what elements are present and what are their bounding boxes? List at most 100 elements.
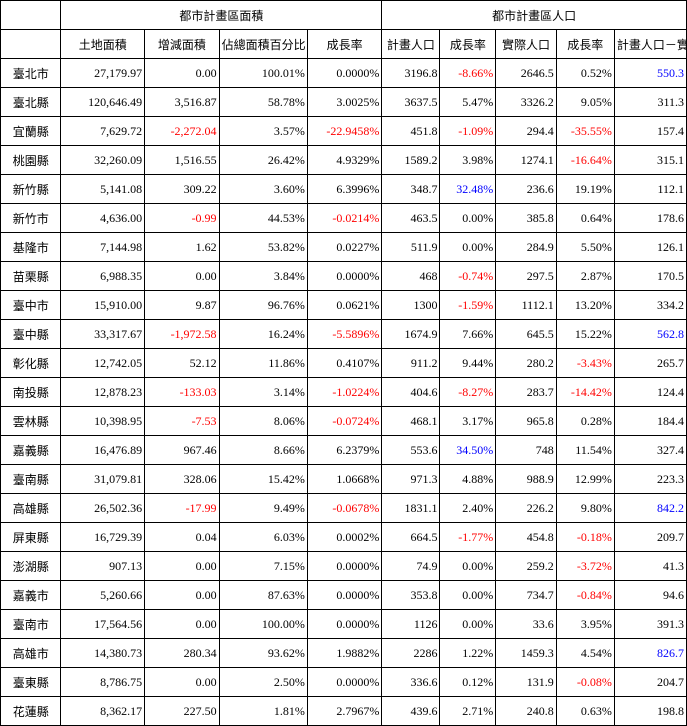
- table-cell: 1,516.55: [145, 146, 219, 175]
- table-cell: 6.03%: [219, 523, 307, 552]
- table-cell: 1126: [382, 610, 440, 639]
- table-cell: 734.7: [496, 581, 556, 610]
- table-cell: 645.5: [496, 320, 556, 349]
- table-cell: 臺北縣: [1, 88, 61, 117]
- table-cell: 嘉義市: [1, 581, 61, 610]
- table-cell: 178.6: [614, 204, 686, 233]
- table-cell: 7,629.72: [61, 117, 145, 146]
- table-cell: 3.84%: [219, 262, 307, 291]
- header-group-area: 都市計畫區面積: [61, 1, 382, 30]
- table-cell: 826.7: [614, 639, 686, 668]
- table-cell: 0.00%: [440, 581, 496, 610]
- table-row: 臺中縣33,317.67-1,972.5816.24%-5.5896%1674.…: [1, 320, 687, 349]
- table-cell: 0.4107%: [307, 349, 381, 378]
- table-cell: 2.71%: [440, 697, 496, 726]
- table-cell: 112.1: [614, 175, 686, 204]
- table-cell: 南投縣: [1, 378, 61, 407]
- table-cell: -22.9458%: [307, 117, 381, 146]
- table-cell: 353.8: [382, 581, 440, 610]
- table-cell: 0.64%: [556, 204, 614, 233]
- table-cell: 0.00%: [440, 233, 496, 262]
- table-cell: 彰化縣: [1, 349, 61, 378]
- table-cell: -0.0724%: [307, 407, 381, 436]
- table-cell: 309.22: [145, 175, 219, 204]
- table-cell: 3.17%: [440, 407, 496, 436]
- table-cell: -14.42%: [556, 378, 614, 407]
- table-cell: 468: [382, 262, 440, 291]
- table-cell: 223.3: [614, 465, 686, 494]
- table-cell: 12,878.23: [61, 378, 145, 407]
- table-cell: 6.2379%: [307, 436, 381, 465]
- table-cell: 1274.1: [496, 146, 556, 175]
- table-cell: 0.00: [145, 581, 219, 610]
- header-actual-pop: 實際人口: [496, 30, 556, 59]
- table-cell: 124.4: [614, 378, 686, 407]
- table-cell: 臺中市: [1, 291, 61, 320]
- table-row: 臺南縣31,079.81328.0615.42%1.0668%971.34.88…: [1, 465, 687, 494]
- table-row: 高雄縣26,502.36-17.999.49%-0.0678%1831.12.4…: [1, 494, 687, 523]
- table-cell: 32.48%: [440, 175, 496, 204]
- table-cell: 311.3: [614, 88, 686, 117]
- table-cell: 嘉義縣: [1, 436, 61, 465]
- table-row: 澎湖縣907.130.007.15%0.0000%74.90.00%259.2-…: [1, 552, 687, 581]
- table-cell: 0.00: [145, 59, 219, 88]
- table-row: 屏東縣16,729.390.046.03%0.0002%664.5-1.77%4…: [1, 523, 687, 552]
- table-cell: 10,398.95: [61, 407, 145, 436]
- table-cell: 9.44%: [440, 349, 496, 378]
- table-cell: 14,380.73: [61, 639, 145, 668]
- table-cell: 2.87%: [556, 262, 614, 291]
- table-row: 嘉義縣16,476.89967.468.66%6.2379%553.634.50…: [1, 436, 687, 465]
- header-blank: [1, 1, 61, 30]
- table-cell: 1.62: [145, 233, 219, 262]
- table-cell: 9.05%: [556, 88, 614, 117]
- table-cell: 265.7: [614, 349, 686, 378]
- table-cell: -8.66%: [440, 59, 496, 88]
- table-cell: -0.18%: [556, 523, 614, 552]
- table-cell: 58.78%: [219, 88, 307, 117]
- table-cell: 294.4: [496, 117, 556, 146]
- table-cell: 16.24%: [219, 320, 307, 349]
- header-growth1: 成長率: [307, 30, 381, 59]
- table-cell: 297.5: [496, 262, 556, 291]
- table-cell: 3196.8: [382, 59, 440, 88]
- table-cell: 280.34: [145, 639, 219, 668]
- table-cell: 2.40%: [440, 494, 496, 523]
- table-cell: 3.98%: [440, 146, 496, 175]
- table-cell: 臺南市: [1, 610, 61, 639]
- table-cell: 26.42%: [219, 146, 307, 175]
- table-cell: 5,260.66: [61, 581, 145, 610]
- table-row: 新竹市4,636.00-0.9944.53%-0.0214%463.50.00%…: [1, 204, 687, 233]
- table-cell: 高雄縣: [1, 494, 61, 523]
- table-cell: 965.8: [496, 407, 556, 436]
- header-growth3: 成長率: [556, 30, 614, 59]
- header-diff: 計畫人口－實際人口: [614, 30, 686, 59]
- table-cell: 新竹縣: [1, 175, 61, 204]
- table-cell: 911.2: [382, 349, 440, 378]
- table-cell: 259.2: [496, 552, 556, 581]
- table-cell: 184.4: [614, 407, 686, 436]
- table-row: 雲林縣10,398.95-7.538.06%-0.0724%468.13.17%…: [1, 407, 687, 436]
- table-cell: 3326.2: [496, 88, 556, 117]
- table-cell: 1.0668%: [307, 465, 381, 494]
- table-cell: 桃園縣: [1, 146, 61, 175]
- table-cell: 209.7: [614, 523, 686, 552]
- table-cell: -3.72%: [556, 552, 614, 581]
- table-cell: 16,729.39: [61, 523, 145, 552]
- table-cell: 32,260.09: [61, 146, 145, 175]
- table-cell: 52.12: [145, 349, 219, 378]
- table-cell: 0.00%: [440, 204, 496, 233]
- table-cell: 4.54%: [556, 639, 614, 668]
- data-table: 都市計畫區面積 都市計畫區人口 土地面積 增減面積 佔總面積百分比 成長率 計畫…: [0, 0, 687, 726]
- table-cell: 臺東縣: [1, 668, 61, 697]
- table-cell: -133.03: [145, 378, 219, 407]
- table-cell: 15,910.00: [61, 291, 145, 320]
- table-row: 嘉義市5,260.660.0087.63%0.0000%353.80.00%73…: [1, 581, 687, 610]
- table-cell: 468.1: [382, 407, 440, 436]
- table-cell: 0.0000%: [307, 262, 381, 291]
- table-cell: 404.6: [382, 378, 440, 407]
- table-cell: 27,179.97: [61, 59, 145, 88]
- table-cell: 臺南縣: [1, 465, 61, 494]
- table-cell: 198.8: [614, 697, 686, 726]
- table-cell: 100.01%: [219, 59, 307, 88]
- table-cell: 131.9: [496, 668, 556, 697]
